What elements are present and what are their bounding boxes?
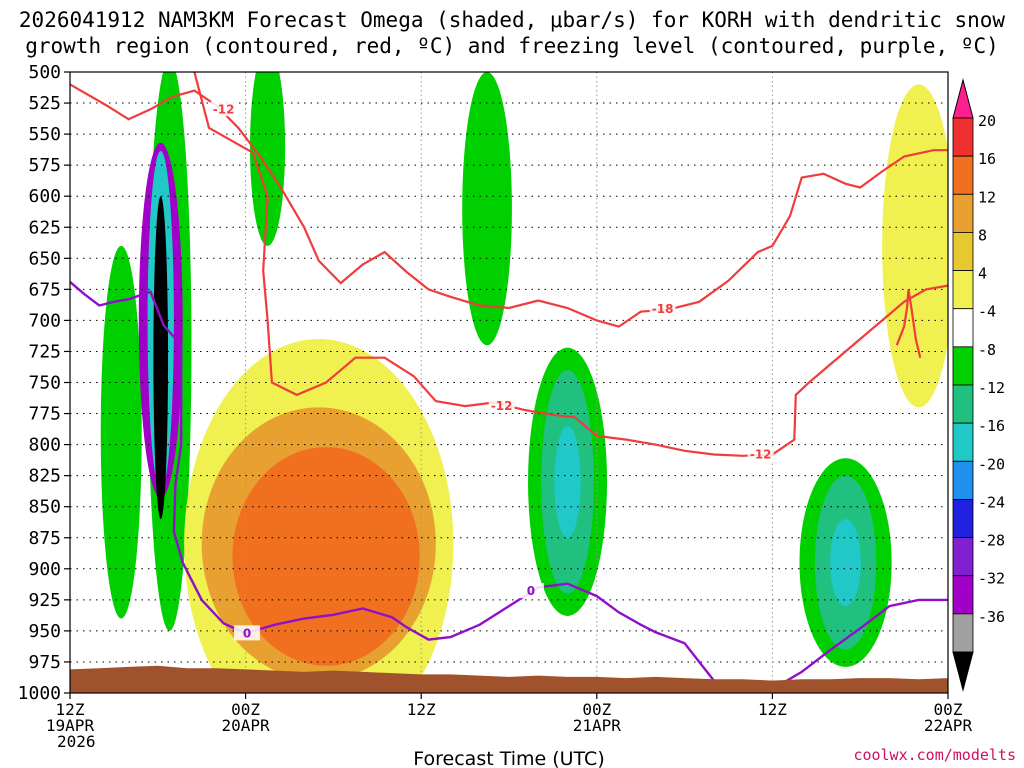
contour-label-0: -12	[213, 102, 235, 116]
contour-label-1: -18	[652, 302, 674, 316]
colorbar-label-10: -24	[978, 493, 1005, 511]
x-tick-label-0-1: 19APR	[46, 716, 95, 735]
y-tick-label-950: 950	[28, 621, 61, 642]
colorbar-box-6	[952, 308, 974, 348]
omega-region-6	[153, 196, 169, 520]
x-tick-label-0-0: 12Z	[56, 700, 85, 719]
x-tick-label-60-0: 00Z	[934, 700, 963, 719]
y-tick-label-575: 575	[28, 155, 61, 176]
colorbar-label-9: -20	[978, 455, 1005, 473]
colorbar-box-8	[952, 384, 974, 424]
colorbar-label-5: -4	[978, 303, 996, 321]
y-tick-label-700: 700	[28, 310, 61, 331]
colorbar-box-5	[952, 270, 974, 310]
colorbar-label-8: -16	[978, 417, 1005, 435]
colorbar-box-4	[952, 232, 974, 271]
colorbar-bottom-arrow	[952, 651, 974, 692]
contour-label-4: 0	[243, 626, 251, 640]
contour-label-bg-1	[649, 301, 676, 317]
terrain-layer	[70, 665, 948, 693]
colorbar-label-3: 8	[978, 226, 987, 244]
omega-region-9	[882, 84, 948, 408]
contour-label-bg-0	[210, 101, 237, 117]
colorbar-box-9	[952, 422, 974, 462]
y-tick-label-550: 550	[28, 124, 61, 145]
credit-text: coolwx.com/modelts	[853, 746, 1016, 764]
colorbar-label-1: 16	[978, 150, 996, 168]
y-tick-label-650: 650	[28, 248, 61, 269]
y-tick-label-725: 725	[28, 341, 61, 362]
y-tick-label-775: 775	[28, 404, 61, 425]
omega-shading-layer	[100, 72, 948, 693]
colorbar-box-2	[952, 155, 974, 195]
x-tick-label-12-0: 00Z	[231, 700, 260, 719]
colorbar-label-12: -32	[978, 570, 1005, 588]
chart-title-line2: growth region (contoured, red, ºC) and f…	[25, 34, 999, 58]
chart-title-line1: 2026041912 NAM3KM Forecast Omega (shaded…	[19, 8, 1006, 32]
x-axis-label: Forecast Time (UTC)	[413, 748, 604, 768]
y-tick-label-825: 825	[28, 466, 61, 487]
colorbar-label-6: -8	[978, 341, 996, 359]
colorbar-label-0: 20	[978, 112, 996, 130]
colorbar-label-11: -28	[978, 532, 1005, 550]
colorbar-box-12	[952, 537, 974, 577]
y-tick-label-750: 750	[28, 373, 61, 394]
colorbar-label-2: 12	[978, 188, 996, 206]
contour-layer: -12 -18 -12 -12 0 0	[70, 72, 948, 691]
contour-label-bg-3	[747, 446, 774, 462]
y-tick-label-525: 525	[28, 93, 61, 114]
colorbar-box-14	[952, 613, 974, 653]
contour-label-bg-5	[517, 583, 544, 599]
dgz-contour-spike	[895, 289, 922, 358]
grid-layer	[70, 72, 948, 693]
colorbar-box-10	[952, 460, 974, 500]
colorbar-box-3	[952, 193, 974, 233]
x-tick-label-0-2: 2026	[57, 732, 96, 751]
colorbar-label-7: -12	[978, 379, 1005, 397]
omega-region-2	[249, 72, 286, 246]
y-tick-label-850: 850	[28, 497, 61, 518]
omega-region-0	[100, 245, 142, 619]
y-tick-label-975: 975	[28, 652, 61, 673]
y-tick-label-900: 900	[28, 559, 61, 580]
colorbar-label-13: -36	[978, 608, 1005, 626]
colorbar-box-7	[952, 346, 974, 386]
terrain-fill	[70, 665, 948, 693]
dgz-contour-lower	[193, 72, 948, 457]
omega-region-5-inner	[830, 519, 861, 607]
colorbar-box-1	[952, 117, 974, 157]
colorbar-box-11	[952, 499, 974, 538]
colorbar-box-13	[952, 575, 974, 615]
contour-label-5: 0	[527, 584, 535, 598]
contour-label-bg-4	[234, 625, 261, 641]
omega-region-4-inner	[554, 425, 581, 538]
colorbar-label-4: 4	[978, 265, 987, 283]
omega-region-8-inner	[232, 447, 420, 666]
y-tick-label-625: 625	[28, 217, 61, 238]
x-tick-label-12-1: 20APR	[222, 716, 271, 735]
contour-label-2: -12	[491, 399, 513, 413]
y-axis: 500 525 550 575 600 625 650 675 700 725 750 775 800 8…	[18, 62, 70, 704]
x-tick-label-24-0: 12Z	[407, 700, 436, 719]
contour-label-3: -12	[750, 448, 772, 462]
contour-label-bg-2	[488, 398, 515, 414]
y-tick-label-875: 875	[28, 528, 61, 549]
omega-region-3	[462, 72, 512, 346]
y-tick-label-500: 500	[28, 62, 61, 83]
y-tick-label-800: 800	[28, 435, 61, 456]
x-tick-label-36-1: 21APR	[573, 716, 622, 735]
x-tick-label-60-1: 22APR	[924, 716, 973, 735]
colorbar-top-arrow	[952, 78, 974, 119]
y-tick-label-925: 925	[28, 590, 61, 611]
y-tick-label-600: 600	[28, 186, 61, 207]
colorbar: 20 16 12 8 4 -4 -8 -12 -16 -20 -24 -28 -32 -36	[952, 78, 1005, 692]
y-tick-label-1000: 1000	[18, 683, 61, 704]
x-tick-label-36-0: 00Z	[582, 700, 611, 719]
x-tick-label-48-0: 12Z	[758, 700, 787, 719]
y-tick-label-675: 675	[28, 279, 61, 300]
